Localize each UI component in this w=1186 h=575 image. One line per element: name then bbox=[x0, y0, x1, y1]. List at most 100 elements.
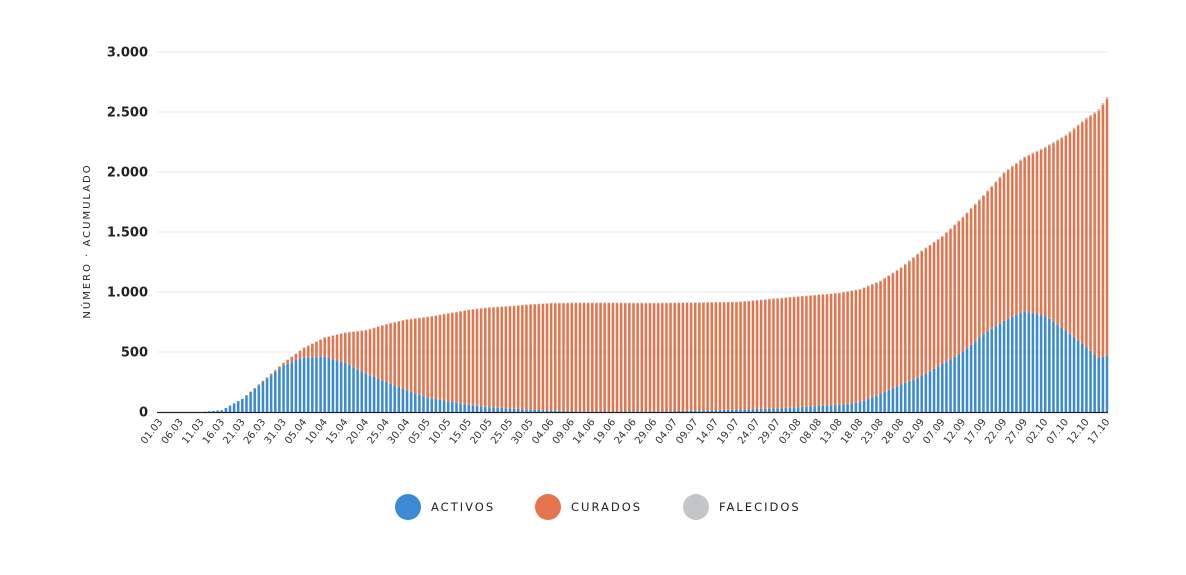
bar-falecidos bbox=[994, 181, 998, 183]
bar-curados bbox=[467, 310, 471, 405]
bar-falecidos bbox=[566, 302, 569, 304]
bar-activos bbox=[323, 356, 326, 412]
bar-falecidos bbox=[335, 334, 339, 335]
bar-activos bbox=[842, 404, 845, 412]
bar-falecidos bbox=[508, 305, 512, 307]
bar-activos bbox=[862, 400, 866, 412]
bar-curados bbox=[908, 261, 911, 382]
bar-activos bbox=[665, 411, 668, 412]
bar-curados bbox=[784, 297, 788, 408]
bar-activos bbox=[673, 411, 676, 412]
bar-activos bbox=[788, 407, 792, 412]
bar-curados bbox=[862, 287, 866, 401]
bar-activos bbox=[442, 400, 446, 412]
bar-activos bbox=[792, 407, 796, 412]
bar-activos bbox=[488, 407, 491, 412]
bar-curados bbox=[500, 306, 504, 408]
bar-activos bbox=[1052, 321, 1055, 412]
bar-activos bbox=[306, 357, 310, 412]
bar-curados bbox=[677, 302, 681, 411]
bar-curados bbox=[352, 331, 355, 368]
bar-activos bbox=[574, 411, 578, 412]
bar-curados bbox=[747, 301, 751, 410]
bar-curados bbox=[294, 353, 298, 361]
bar-curados bbox=[718, 302, 722, 411]
bar-curados bbox=[607, 303, 611, 412]
bar-curados bbox=[529, 304, 532, 410]
bar-curados bbox=[265, 377, 269, 379]
bar-curados bbox=[685, 302, 689, 411]
bar-activos bbox=[796, 407, 800, 412]
bar-activos bbox=[850, 403, 853, 412]
bar-curados bbox=[504, 306, 508, 409]
bar-activos bbox=[858, 402, 862, 412]
bar-activos bbox=[418, 394, 421, 412]
bar-falecidos bbox=[739, 301, 742, 302]
bar-activos bbox=[1006, 318, 1010, 412]
bar-activos bbox=[941, 364, 944, 412]
bar-falecidos bbox=[796, 296, 800, 297]
bar-activos bbox=[681, 410, 685, 412]
bar-activos bbox=[216, 410, 219, 412]
bar-falecidos bbox=[294, 353, 298, 355]
bar-falecidos bbox=[430, 316, 434, 317]
bar-activos bbox=[636, 411, 639, 412]
bar-activos bbox=[899, 384, 903, 412]
bar-curados bbox=[763, 299, 767, 409]
bar-falecidos bbox=[405, 319, 409, 320]
bar-curados bbox=[693, 302, 697, 411]
bar-curados bbox=[1048, 145, 1051, 319]
bar-falecidos bbox=[1002, 172, 1006, 174]
bar-falecidos bbox=[1081, 120, 1084, 123]
bar-curados bbox=[397, 321, 401, 388]
bar-activos bbox=[504, 408, 508, 412]
bar-curados bbox=[479, 308, 483, 407]
bar-curados bbox=[883, 278, 886, 393]
bar-activos bbox=[973, 341, 977, 412]
bar-activos bbox=[895, 386, 899, 412]
bar-activos bbox=[916, 377, 919, 412]
bar-activos bbox=[311, 357, 314, 412]
bar-activos bbox=[891, 388, 895, 412]
bar-activos bbox=[475, 405, 479, 412]
bar-falecidos bbox=[829, 293, 833, 294]
bar-falecidos bbox=[446, 313, 450, 314]
bar-activos bbox=[1064, 330, 1068, 412]
bar-curados bbox=[603, 303, 606, 412]
bar-activos bbox=[776, 408, 779, 412]
bar-falecidos bbox=[833, 292, 837, 294]
bar-curados bbox=[735, 302, 738, 410]
bar-falecidos bbox=[1068, 131, 1072, 133]
bar-curados bbox=[562, 303, 565, 411]
bar-activos bbox=[529, 409, 532, 412]
bar-falecidos bbox=[698, 302, 701, 303]
bar-activos bbox=[376, 378, 380, 412]
bar-activos bbox=[1002, 320, 1006, 412]
bar-curados bbox=[451, 312, 454, 402]
bar-activos bbox=[982, 334, 985, 412]
bar-falecidos bbox=[941, 235, 944, 237]
bar-activos bbox=[302, 357, 306, 412]
bar-falecidos bbox=[656, 302, 660, 304]
bar-activos bbox=[422, 396, 425, 412]
bar-falecidos bbox=[541, 303, 545, 304]
bar-activos bbox=[669, 411, 672, 412]
bar-falecidos bbox=[582, 302, 586, 304]
bar-curados bbox=[1097, 110, 1101, 358]
bar-curados bbox=[1064, 136, 1068, 331]
bar-activos bbox=[224, 407, 228, 412]
bar-curados bbox=[422, 317, 425, 397]
bar-curados bbox=[492, 307, 495, 408]
bar-falecidos bbox=[866, 285, 870, 287]
bar-curados bbox=[245, 395, 248, 396]
bar-falecidos bbox=[1072, 127, 1076, 130]
bar-falecidos bbox=[747, 300, 751, 302]
bar-falecidos bbox=[269, 373, 273, 375]
bar-falecidos bbox=[661, 302, 664, 304]
bar-curados bbox=[916, 254, 919, 378]
bar-falecidos bbox=[953, 224, 956, 226]
bar-falecidos bbox=[735, 301, 738, 303]
bar-falecidos bbox=[899, 267, 903, 268]
bar-curados bbox=[928, 245, 932, 372]
bar-curados bbox=[385, 324, 388, 382]
